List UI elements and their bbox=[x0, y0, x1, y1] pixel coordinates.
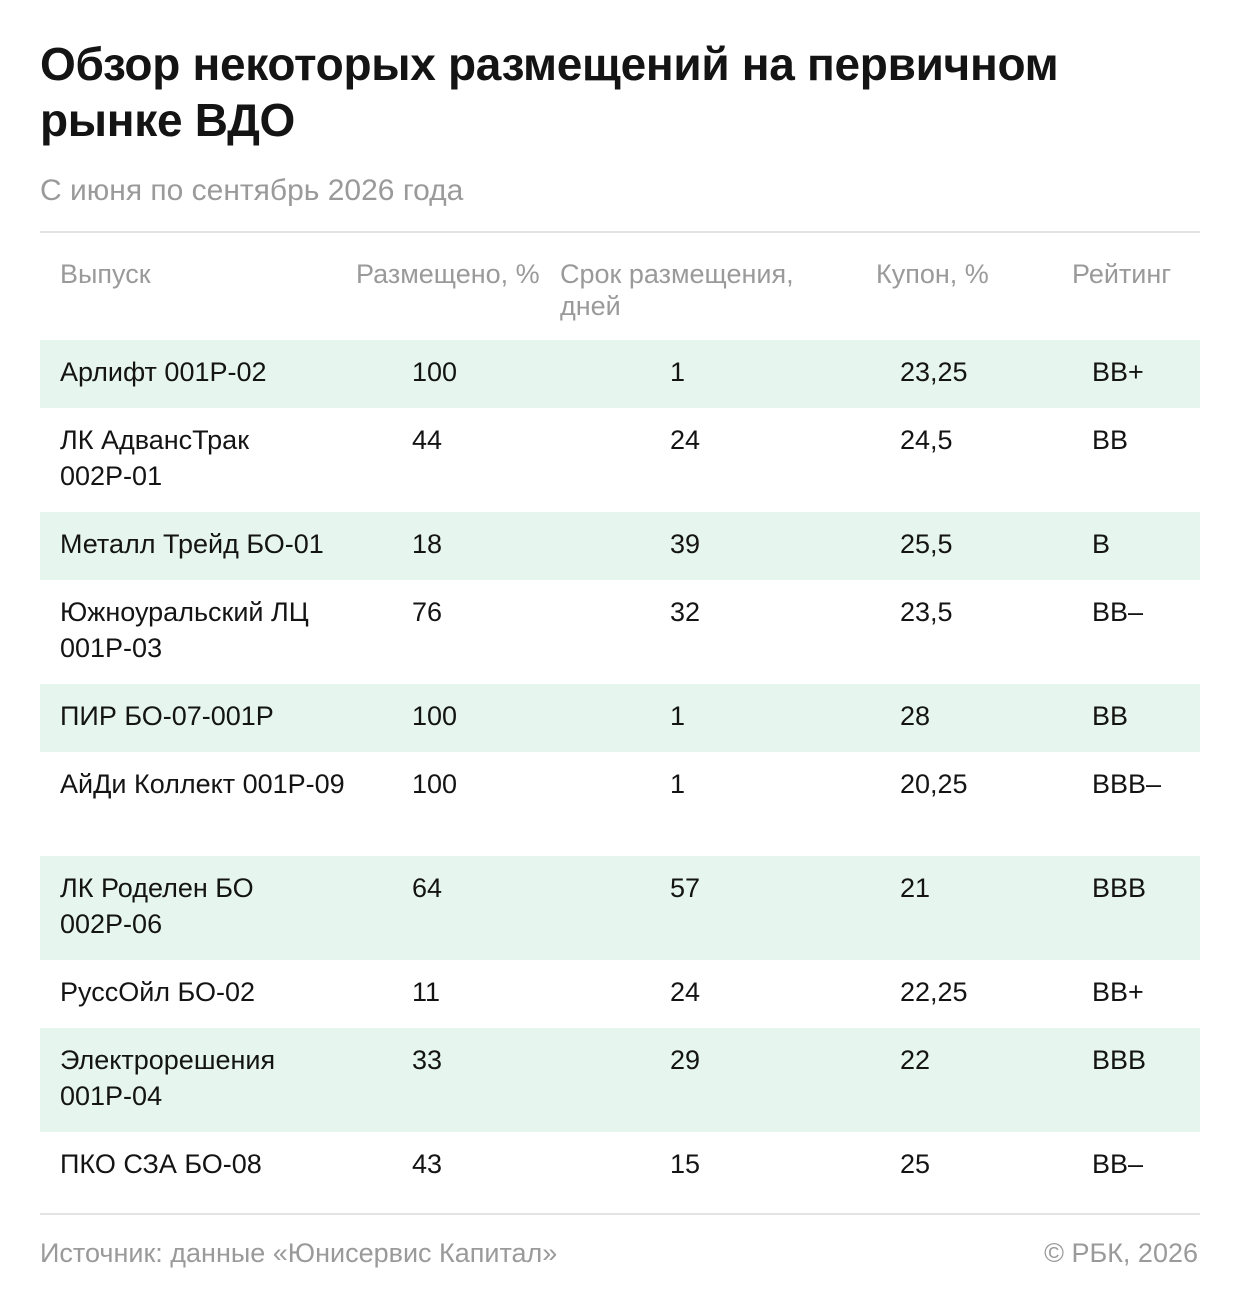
column-header-issue: Выпуск bbox=[60, 259, 151, 289]
table-header: Выпуск Размещено, % Срок размещения, дне… bbox=[40, 258, 1200, 338]
placements-table: Арлифт 001Р-02 100 1 23,25 BB+ ЛК Адванс… bbox=[40, 340, 1200, 1200]
cell-rating: BB– bbox=[1092, 1149, 1144, 1179]
cell-placed: 11 bbox=[412, 977, 441, 1007]
column-header-term: Срок размещения, дней bbox=[560, 259, 794, 321]
cell-term: 32 bbox=[670, 597, 701, 627]
cell-coupon: 22 bbox=[900, 1045, 931, 1075]
cell-placed: 76 bbox=[412, 597, 443, 627]
cell-coupon: 25,5 bbox=[900, 529, 953, 559]
cell-rating: B bbox=[1092, 529, 1111, 559]
bottom-divider bbox=[40, 1213, 1200, 1215]
table-row: Арлифт 001Р-02 100 1 23,25 BB+ bbox=[40, 340, 1200, 408]
cell-term: 15 bbox=[670, 1149, 701, 1179]
cell-issue: ПКО СЗА БО-08 bbox=[60, 1149, 262, 1179]
cell-term: 29 bbox=[670, 1045, 701, 1075]
source-note: Источник: данные «Юнисервис Капитал» bbox=[40, 1238, 558, 1268]
cell-rating: BB bbox=[1092, 425, 1129, 455]
cell-issue: Металл Трейд БО-01 bbox=[60, 529, 324, 559]
cell-issue: Электрорешения 001Р-04 bbox=[60, 1045, 276, 1111]
top-divider bbox=[40, 231, 1200, 233]
table-row: ЛК Роделен БО 002Р-06 64 57 21 BBB bbox=[40, 856, 1200, 960]
cell-placed: 100 bbox=[412, 769, 458, 799]
table-row: Металл Трейд БО-01 18 39 25,5 B bbox=[40, 512, 1200, 580]
cell-coupon: 25 bbox=[900, 1149, 931, 1179]
page-title: Обзор некоторых размещений на первичном … bbox=[40, 38, 1059, 146]
cell-issue: Арлифт 001Р-02 bbox=[60, 357, 267, 387]
cell-rating: BBB bbox=[1092, 873, 1147, 903]
cell-coupon: 21 bbox=[900, 873, 931, 903]
cell-coupon: 24,5 bbox=[900, 425, 953, 455]
table-row: РуссОйл БО-02 11 24 22,25 BB+ bbox=[40, 960, 1200, 1028]
cell-rating: BB– bbox=[1092, 597, 1144, 627]
column-header-coupon: Купон, % bbox=[876, 259, 989, 289]
cell-coupon: 28 bbox=[900, 701, 931, 731]
page-subtitle: С июня по сентябрь 2026 года bbox=[40, 174, 464, 207]
cell-placed: 64 bbox=[412, 873, 443, 903]
cell-placed: 100 bbox=[412, 701, 458, 731]
cell-coupon: 23,5 bbox=[900, 597, 953, 627]
cell-rating: BB+ bbox=[1092, 357, 1144, 387]
cell-term: 1 bbox=[670, 701, 686, 731]
cell-placed: 18 bbox=[412, 529, 443, 559]
table-row: ПКО СЗА БО-08 43 15 25 BB– bbox=[40, 1132, 1200, 1200]
cell-placed: 43 bbox=[412, 1149, 443, 1179]
cell-rating: BBB– bbox=[1092, 769, 1162, 799]
copyright-note: © РБК, 2026 bbox=[1044, 1238, 1198, 1268]
cell-term: 1 bbox=[670, 357, 686, 387]
cell-issue: ЛК АдвансТрак 002Р-01 bbox=[60, 425, 249, 491]
table-row: ПИР БО-07-001Р 100 1 28 BB bbox=[40, 684, 1200, 752]
cell-issue: ПИР БО-07-001Р bbox=[60, 701, 274, 731]
cell-rating: BB bbox=[1092, 701, 1129, 731]
cell-rating: BB+ bbox=[1092, 977, 1144, 1007]
table-row: Электрорешения 001Р-04 33 29 22 BBB bbox=[40, 1028, 1200, 1132]
cell-placed: 33 bbox=[412, 1045, 443, 1075]
cell-coupon: 20,25 bbox=[900, 769, 968, 799]
cell-term: 39 bbox=[670, 529, 701, 559]
column-header-rating: Рейтинг bbox=[1072, 259, 1172, 289]
cell-term: 57 bbox=[670, 873, 701, 903]
cell-issue: ЛК Роделен БО 002Р-06 bbox=[60, 873, 254, 939]
cell-coupon: 22,25 bbox=[900, 977, 968, 1007]
cell-issue: АйДи Коллект 001Р-09 bbox=[60, 769, 345, 799]
cell-term: 24 bbox=[670, 977, 701, 1007]
cell-coupon: 23,25 bbox=[900, 357, 968, 387]
cell-issue: РуссОйл БО-02 bbox=[60, 977, 255, 1007]
table-row: ЛК АдвансТрак 002Р-01 44 24 24,5 BB bbox=[40, 408, 1200, 512]
cell-term: 1 bbox=[670, 769, 686, 799]
cell-issue: Южноуральский ЛЦ 001Р-03 bbox=[60, 597, 309, 663]
cell-rating: BBB bbox=[1092, 1045, 1147, 1075]
table-row: АйДи Коллект 001Р-09 100 1 20,25 BBB– bbox=[40, 752, 1200, 856]
cell-term: 24 bbox=[670, 425, 701, 455]
column-header-placed: Размещено, % bbox=[356, 259, 540, 289]
cell-placed: 44 bbox=[412, 425, 443, 455]
cell-placed: 100 bbox=[412, 357, 458, 387]
table-row: Южноуральский ЛЦ 001Р-03 76 32 23,5 BB– bbox=[40, 580, 1200, 684]
